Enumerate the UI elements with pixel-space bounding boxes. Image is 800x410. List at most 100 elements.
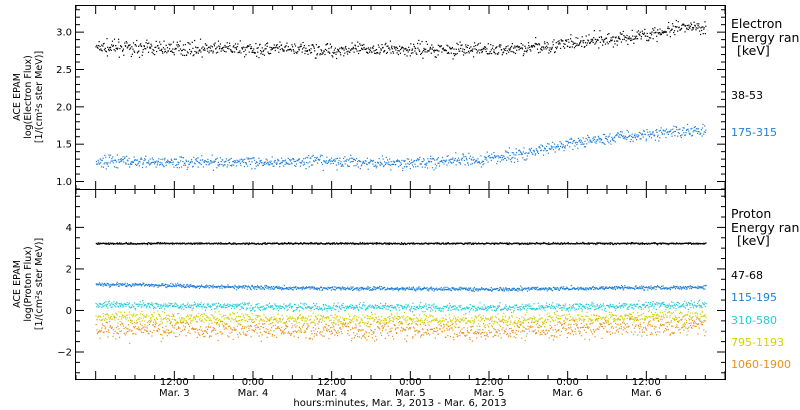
data-point: [474, 161, 476, 163]
data-point: [95, 283, 97, 285]
data-point: [239, 40, 241, 42]
data-point: [149, 307, 151, 309]
data-point: [607, 33, 609, 36]
data-point: [109, 46, 112, 48]
data-point: [141, 166, 144, 169]
data-point: [507, 242, 509, 245]
data-point: [217, 40, 220, 42]
data-point: [133, 302, 136, 304]
data-point: [164, 242, 166, 244]
data-point: [363, 287, 365, 290]
data-point: [445, 289, 448, 291]
data-point: [159, 242, 162, 244]
data-point: [541, 288, 543, 290]
data-point: [695, 29, 697, 31]
data-point: [295, 165, 297, 167]
data-point: [225, 160, 227, 162]
data-point: [183, 48, 185, 51]
data-point: [574, 288, 576, 290]
data-point: [455, 243, 457, 245]
data-point: [101, 282, 103, 284]
data-point: [283, 50, 285, 52]
data-point: [130, 307, 132, 309]
data-point: [367, 168, 369, 170]
data-point: [638, 288, 640, 290]
data-point: [560, 40, 563, 42]
data-point: [422, 311, 424, 313]
data-point: [363, 46, 365, 49]
data-point: [693, 243, 695, 245]
data-point: [622, 137, 624, 139]
data-point: [696, 286, 698, 288]
data-point: [294, 303, 296, 306]
data-point: [168, 302, 170, 304]
data-point: [125, 162, 127, 164]
data-point: [354, 307, 356, 309]
data-point: [181, 243, 183, 245]
data-point: [139, 44, 141, 46]
data-point: [553, 286, 555, 288]
data-point: [178, 162, 180, 164]
data-point: [126, 42, 128, 44]
data-point: [546, 145, 548, 147]
data-point: [177, 161, 179, 163]
data-point: [109, 154, 112, 156]
data-point: [315, 160, 317, 162]
data-point: [216, 157, 218, 159]
data-point: [317, 242, 319, 244]
data-point: [396, 52, 398, 54]
data-point: [374, 161, 376, 164]
data-point: [189, 53, 192, 55]
data-point: [648, 37, 651, 39]
data-point: [136, 52, 139, 54]
data-point: [151, 242, 153, 245]
data-point: [189, 162, 192, 164]
data-point: [391, 243, 393, 245]
data-point: [576, 44, 578, 47]
data-point: [584, 42, 587, 44]
data-point: [204, 243, 206, 245]
data-point: [511, 243, 513, 245]
data-point: [261, 47, 263, 49]
data-point: [570, 284, 572, 287]
data-point: [199, 159, 202, 161]
data-point: [297, 158, 300, 160]
data-point: [556, 146, 558, 148]
data-point: [490, 49, 492, 51]
data-point: [207, 161, 210, 163]
data-point: [701, 286, 703, 288]
data-point: [333, 242, 335, 245]
data-point: [511, 43, 513, 45]
data-point: [596, 38, 598, 41]
data-point: [214, 243, 217, 245]
data-point: [164, 305, 166, 307]
data-point: [675, 126, 677, 128]
data-point: [322, 287, 324, 289]
data-point: [332, 56, 334, 58]
data-point: [231, 164, 233, 166]
data-point: [259, 309, 261, 311]
data-point: [220, 241, 222, 244]
data-point: [546, 288, 548, 290]
data-point: [421, 166, 423, 168]
data-point: [477, 158, 479, 160]
data-point: [687, 128, 689, 130]
data-point: [690, 242, 692, 244]
data-point: [323, 287, 325, 289]
data-point: [101, 50, 103, 52]
data-point: [332, 51, 334, 54]
data-point: [142, 283, 144, 285]
data-point: [137, 284, 139, 286]
data-point: [179, 307, 181, 309]
data-point: [361, 288, 363, 290]
data-point: [425, 287, 427, 290]
data-point: [548, 147, 551, 150]
data-point: [623, 287, 625, 289]
data-point: [444, 49, 447, 51]
data-point: [407, 162, 409, 165]
data-point: [179, 305, 182, 307]
data-point: [587, 134, 589, 137]
data-point: [556, 242, 558, 245]
data-point: [698, 242, 700, 244]
data-point: [386, 45, 388, 47]
